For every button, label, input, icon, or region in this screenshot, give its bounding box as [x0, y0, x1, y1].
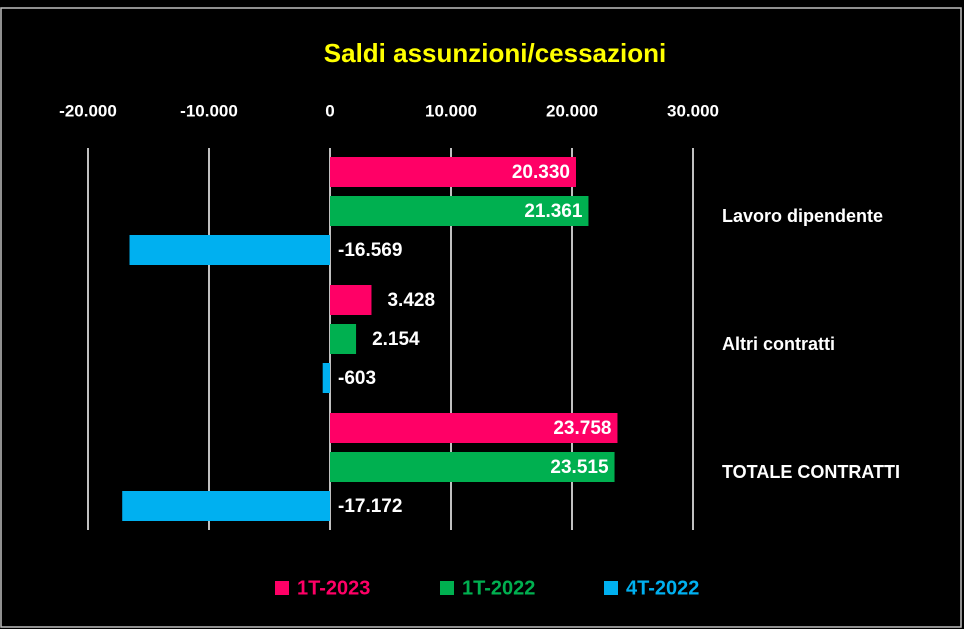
bar — [330, 285, 372, 315]
legend-label: 1T-2023 — [297, 577, 370, 599]
legend-swatch — [275, 581, 289, 595]
bar — [330, 157, 576, 187]
legend-label: 4T-2022 — [626, 577, 699, 599]
value-label: 2.154 — [372, 329, 420, 350]
legend-swatch — [604, 581, 618, 595]
x-tick-label: -20.000 — [59, 101, 117, 120]
chart-title: Saldi assunzioni/cessazioni — [324, 38, 666, 68]
value-label: 23.758 — [553, 418, 611, 439]
x-tick-label: 30.000 — [667, 101, 719, 120]
value-label: 23.515 — [550, 457, 609, 478]
bar — [129, 235, 330, 265]
legend-swatch — [440, 581, 454, 595]
value-label: 20.330 — [512, 162, 570, 183]
category-label: TOTALE CONTRATTI — [722, 462, 900, 482]
value-label: 21.361 — [524, 201, 583, 222]
legend-label: 1T-2022 — [462, 577, 535, 599]
bar — [330, 196, 589, 226]
x-tick-label: 10.000 — [425, 101, 477, 120]
bar — [330, 452, 615, 482]
bar — [330, 324, 357, 354]
x-tick-label: 20.000 — [546, 101, 598, 120]
value-label: -17.172 — [338, 496, 402, 517]
bar — [330, 413, 618, 443]
bar — [322, 363, 330, 393]
category-label: Altri contratti — [722, 334, 835, 354]
bar — [122, 491, 330, 521]
value-label: -16.569 — [338, 240, 402, 261]
x-tick-label: 0 — [325, 101, 334, 120]
value-label: -603 — [338, 368, 376, 389]
value-label: 3.428 — [387, 290, 435, 311]
chart-border — [0, 7, 962, 628]
x-tick-label: -10.000 — [180, 101, 238, 120]
category-label: Lavoro dipendente — [722, 206, 883, 226]
